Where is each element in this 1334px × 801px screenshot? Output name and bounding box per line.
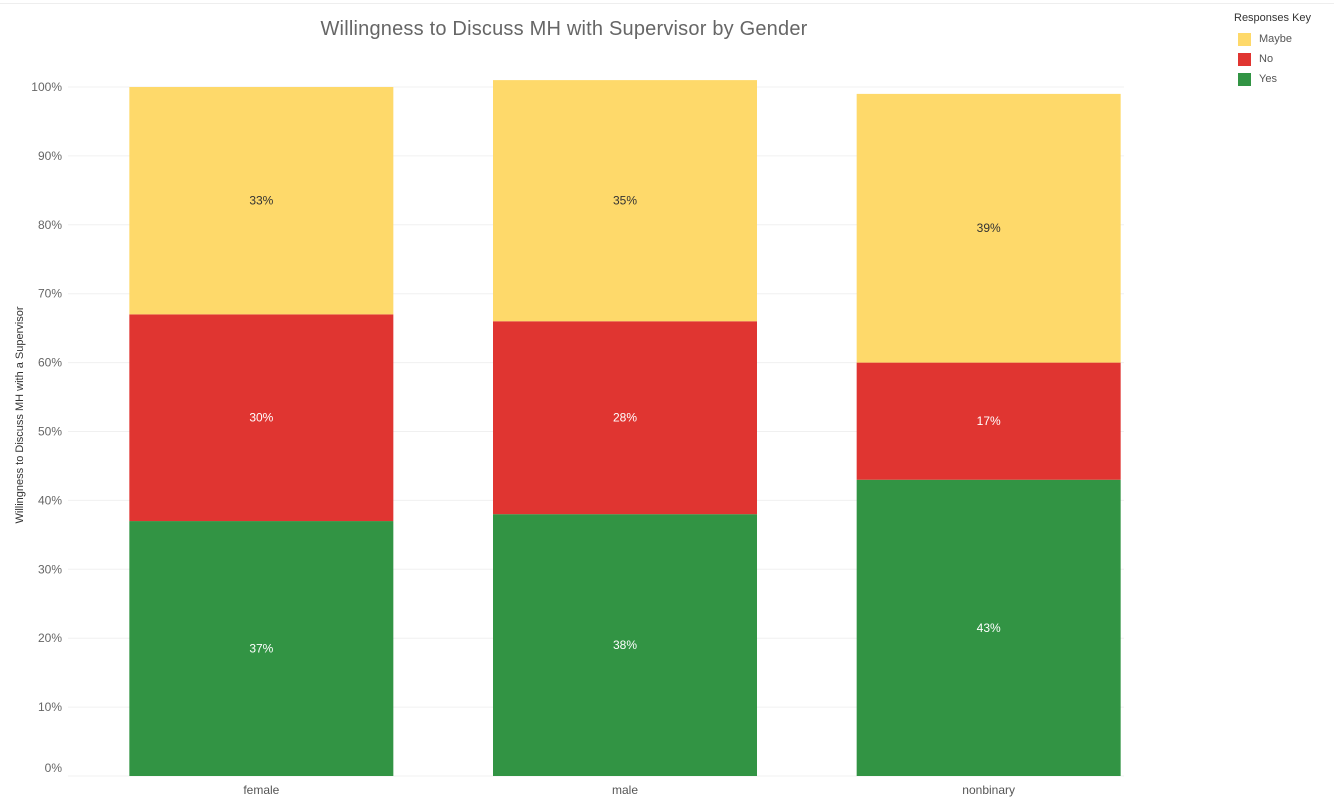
bar-segment-no-nonbinary	[856, 362, 1121, 480]
bar-segment-yes-male	[493, 514, 757, 776]
y-tick-label: 90%	[38, 149, 62, 163]
y-tick-label: 10%	[38, 700, 62, 714]
bar-segment-maybe-male	[493, 80, 757, 322]
legend-item-no[interactable]: No	[1234, 49, 1311, 69]
y-tick-label: 20%	[38, 631, 62, 645]
bar-segment-maybe-female	[129, 87, 394, 315]
y-tick-label: 40%	[38, 493, 62, 507]
data-label: 30%	[249, 411, 273, 425]
x-tick-label: nonbinary	[962, 783, 1015, 797]
legend-item-yes[interactable]: Yes	[1234, 69, 1311, 89]
data-label: 43%	[977, 621, 1001, 635]
x-axis-ticks: female male nonbinary	[243, 783, 1015, 797]
legend-items: Maybe No Yes	[1234, 29, 1311, 89]
legend-label: No	[1259, 53, 1274, 65]
data-label: 39%	[977, 221, 1001, 235]
legend-item-maybe[interactable]: Maybe	[1234, 29, 1311, 49]
legend-swatch	[1238, 32, 1251, 46]
legend-title: Responses Key	[1234, 12, 1312, 24]
y-tick-label: 70%	[38, 287, 62, 301]
top-divider	[0, 3, 1334, 4]
legend-swatch	[1238, 72, 1251, 86]
y-tick-label: 50%	[38, 425, 62, 439]
legend: Responses Key Maybe No Yes	[1234, 12, 1311, 89]
y-tick-label: 60%	[38, 356, 62, 370]
bar-segment-yes-female	[129, 521, 394, 776]
data-labels: 37% 30% 33% 38% 28% 35% 43% 17% 39%	[249, 194, 1001, 656]
legend-label: Maybe	[1259, 33, 1293, 45]
data-label: 38%	[613, 638, 637, 652]
legend-swatch	[1238, 52, 1251, 66]
y-axis-ticks: 0% 10% 20% 30% 40% 50% 60% 70% 80% 90% 100%	[31, 80, 62, 775]
data-label: 35%	[613, 194, 637, 208]
data-label: 37%	[249, 642, 273, 656]
legend-label: Yes	[1259, 73, 1277, 85]
bar-segment-maybe-nonbinary	[856, 93, 1121, 363]
bar-segment-no-female	[129, 314, 394, 522]
data-label: 28%	[613, 411, 637, 425]
data-label: 33%	[249, 194, 273, 208]
bar-segment-yes-nonbinary	[856, 479, 1121, 776]
x-tick-label: female	[243, 783, 279, 797]
chart-title: Willingness to Discuss MH with Superviso…	[320, 18, 808, 40]
y-tick-label: 0%	[45, 761, 63, 775]
y-tick-label: 30%	[38, 562, 62, 576]
x-tick-label: male	[612, 783, 638, 797]
bars	[129, 80, 1121, 776]
y-tick-label: 100%	[31, 80, 62, 94]
data-label: 17%	[977, 414, 1001, 428]
y-tick-label: 80%	[38, 218, 62, 232]
bar-segment-no-male	[493, 321, 757, 515]
